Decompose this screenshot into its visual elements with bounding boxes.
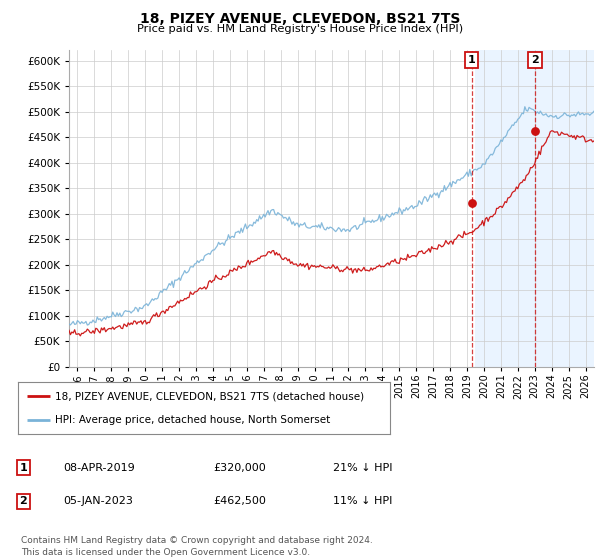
- Text: 08-APR-2019: 08-APR-2019: [63, 463, 135, 473]
- Text: Contains HM Land Registry data © Crown copyright and database right 2024.
This d: Contains HM Land Registry data © Crown c…: [21, 536, 373, 557]
- Text: £320,000: £320,000: [213, 463, 266, 473]
- Text: 11% ↓ HPI: 11% ↓ HPI: [333, 496, 392, 506]
- Text: 18, PIZEY AVENUE, CLEVEDON, BS21 7TS (detached house): 18, PIZEY AVENUE, CLEVEDON, BS21 7TS (de…: [55, 391, 364, 402]
- Text: 18, PIZEY AVENUE, CLEVEDON, BS21 7TS: 18, PIZEY AVENUE, CLEVEDON, BS21 7TS: [140, 12, 460, 26]
- Text: 05-JAN-2023: 05-JAN-2023: [63, 496, 133, 506]
- Point: [530, 127, 540, 136]
- Text: 1: 1: [20, 463, 27, 473]
- Text: 21% ↓ HPI: 21% ↓ HPI: [333, 463, 392, 473]
- Text: HPI: Average price, detached house, North Somerset: HPI: Average price, detached house, Nort…: [55, 415, 331, 425]
- Text: Price paid vs. HM Land Registry's House Price Index (HPI): Price paid vs. HM Land Registry's House …: [137, 24, 463, 34]
- Bar: [475, 50, 600, 367]
- Text: 2: 2: [20, 496, 27, 506]
- Text: £462,500: £462,500: [213, 496, 266, 506]
- Text: 1: 1: [467, 55, 475, 65]
- Point: [467, 199, 476, 208]
- Text: 2: 2: [531, 55, 539, 65]
